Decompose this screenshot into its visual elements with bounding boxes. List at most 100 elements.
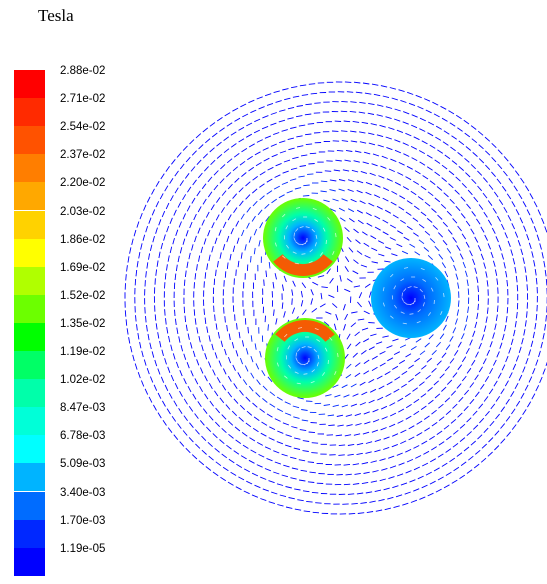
field-arrow <box>214 390 219 397</box>
field-arrow <box>226 324 228 332</box>
field-arrow <box>139 341 142 349</box>
field-arrow <box>179 180 184 186</box>
field-arrow <box>460 213 466 219</box>
field-arrow <box>307 481 315 483</box>
field-arrow <box>153 404 157 411</box>
conductor-swirl <box>403 301 407 305</box>
field-arrow <box>373 93 381 97</box>
field-arrow <box>441 352 447 358</box>
field-arrow <box>387 357 394 362</box>
field-arrow <box>437 214 443 220</box>
field-arrow <box>450 256 455 263</box>
field-arrow <box>284 97 291 101</box>
field-arrow <box>501 333 505 341</box>
field-arrow <box>398 359 406 364</box>
field-arrow <box>421 365 427 370</box>
field-arrow <box>192 179 197 186</box>
field-arrow <box>455 114 462 120</box>
field-arrow <box>216 377 221 384</box>
field-arrow <box>452 443 459 448</box>
field-arrow <box>471 359 476 366</box>
field-arrow <box>253 247 256 255</box>
field-arrow <box>125 319 128 326</box>
field-arrow <box>397 397 404 402</box>
legend-swatch <box>14 182 45 211</box>
field-arrow <box>378 175 385 179</box>
field-arrow <box>537 209 542 216</box>
field-arrow <box>425 109 432 114</box>
field-arrow <box>438 416 445 421</box>
field-arrow <box>281 474 289 478</box>
field-arrow <box>212 471 219 477</box>
field-arrow <box>205 138 211 144</box>
conductor-swirl <box>301 253 306 255</box>
field-arrow <box>160 376 165 383</box>
field-arrow <box>400 383 407 388</box>
field-arrow <box>347 453 354 456</box>
field-arrow <box>396 452 403 456</box>
field-arrow <box>418 150 426 154</box>
field-arrow <box>428 399 434 405</box>
field-arrow <box>386 146 393 151</box>
conductor-swirl <box>274 227 277 232</box>
field-arrow <box>222 466 229 472</box>
field-arrow <box>478 366 483 373</box>
field-arrow <box>198 255 201 262</box>
field-arrow <box>477 170 483 176</box>
field-arrow <box>210 204 215 211</box>
field-arrow <box>374 194 381 199</box>
field-arrow <box>281 302 284 309</box>
field-arrow <box>250 255 252 263</box>
field-arrow <box>350 101 357 103</box>
field-arrow <box>535 277 538 285</box>
field-arrow <box>413 136 420 141</box>
field-arrow <box>329 208 336 212</box>
conductor-swirl <box>293 237 296 242</box>
field-arrow <box>178 408 183 414</box>
field-arrow <box>480 226 485 233</box>
field-arrow <box>457 364 463 371</box>
field-arrow <box>202 153 209 159</box>
field-arrow <box>531 393 536 400</box>
field-arrow <box>302 490 310 493</box>
field-arrow <box>163 234 166 241</box>
field-arrow <box>522 201 527 208</box>
field-arrow <box>351 311 358 314</box>
field-arrow <box>473 196 479 203</box>
field-arrow <box>257 209 263 216</box>
field-arrow <box>442 221 448 228</box>
field-arrow <box>359 101 366 104</box>
field-arrow <box>420 393 427 398</box>
field-arrow <box>474 321 478 329</box>
field-arrow <box>523 329 526 336</box>
conductor-swirl <box>390 315 394 319</box>
conductor-swirl <box>308 261 313 264</box>
field-arrow <box>392 365 399 370</box>
field-arrow <box>253 229 258 236</box>
field-arrow <box>311 452 318 454</box>
field-arrow <box>271 198 277 204</box>
field-arrow <box>218 360 222 367</box>
field-arrow <box>431 349 437 356</box>
field-arrow <box>147 333 150 341</box>
field-arrow <box>470 125 477 130</box>
field-arrow <box>402 502 409 506</box>
field-arrow <box>232 166 239 172</box>
field-arrow <box>488 437 494 443</box>
field-arrow <box>237 372 242 379</box>
field-arrow <box>362 161 369 165</box>
field-arrow <box>265 270 268 278</box>
field-arrow <box>484 376 490 382</box>
conductor-swirl <box>440 311 443 315</box>
field-arrow <box>156 260 159 267</box>
field-arrow <box>238 138 245 143</box>
field-arrow <box>241 340 245 347</box>
field-arrow <box>539 243 542 250</box>
field-arrow <box>401 370 408 375</box>
field-arrow <box>229 253 232 261</box>
field-arrow <box>190 166 196 172</box>
field-arrow <box>307 173 314 175</box>
field-arrow <box>441 117 448 122</box>
field-arrow <box>311 308 318 313</box>
conductor-swirl <box>417 309 421 313</box>
